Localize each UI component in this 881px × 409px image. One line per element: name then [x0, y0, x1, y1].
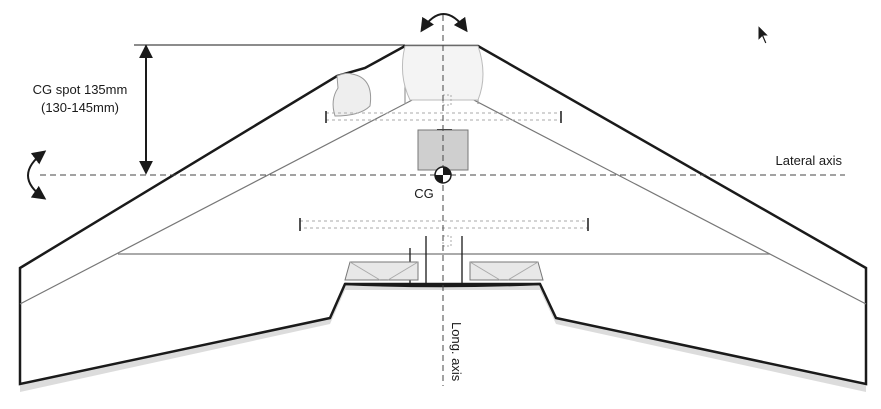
elevon-right [469, 261, 544, 281]
rear-spar [299, 218, 589, 231]
pitch-rotation-icon [27, 150, 47, 200]
nose-canopy [332, 45, 484, 117]
nose-fitting [442, 94, 452, 106]
cg-spot-label: CG spot 135mm [33, 82, 128, 97]
cg-target-icon [434, 166, 452, 184]
yaw-rotation-icon [420, 13, 468, 33]
cg-label: CG [414, 186, 434, 201]
trailing-center-edge [344, 282, 541, 288]
lateral-axis-label: Lateral axis [776, 153, 843, 168]
long-axis-label: Long. axis [449, 322, 464, 382]
mouse-pointer-icon [757, 24, 771, 45]
cg-range-label: (130-145mm) [41, 100, 119, 115]
front-spar [325, 111, 562, 123]
rear-fitting [442, 235, 452, 247]
elevon-left [344, 261, 419, 281]
